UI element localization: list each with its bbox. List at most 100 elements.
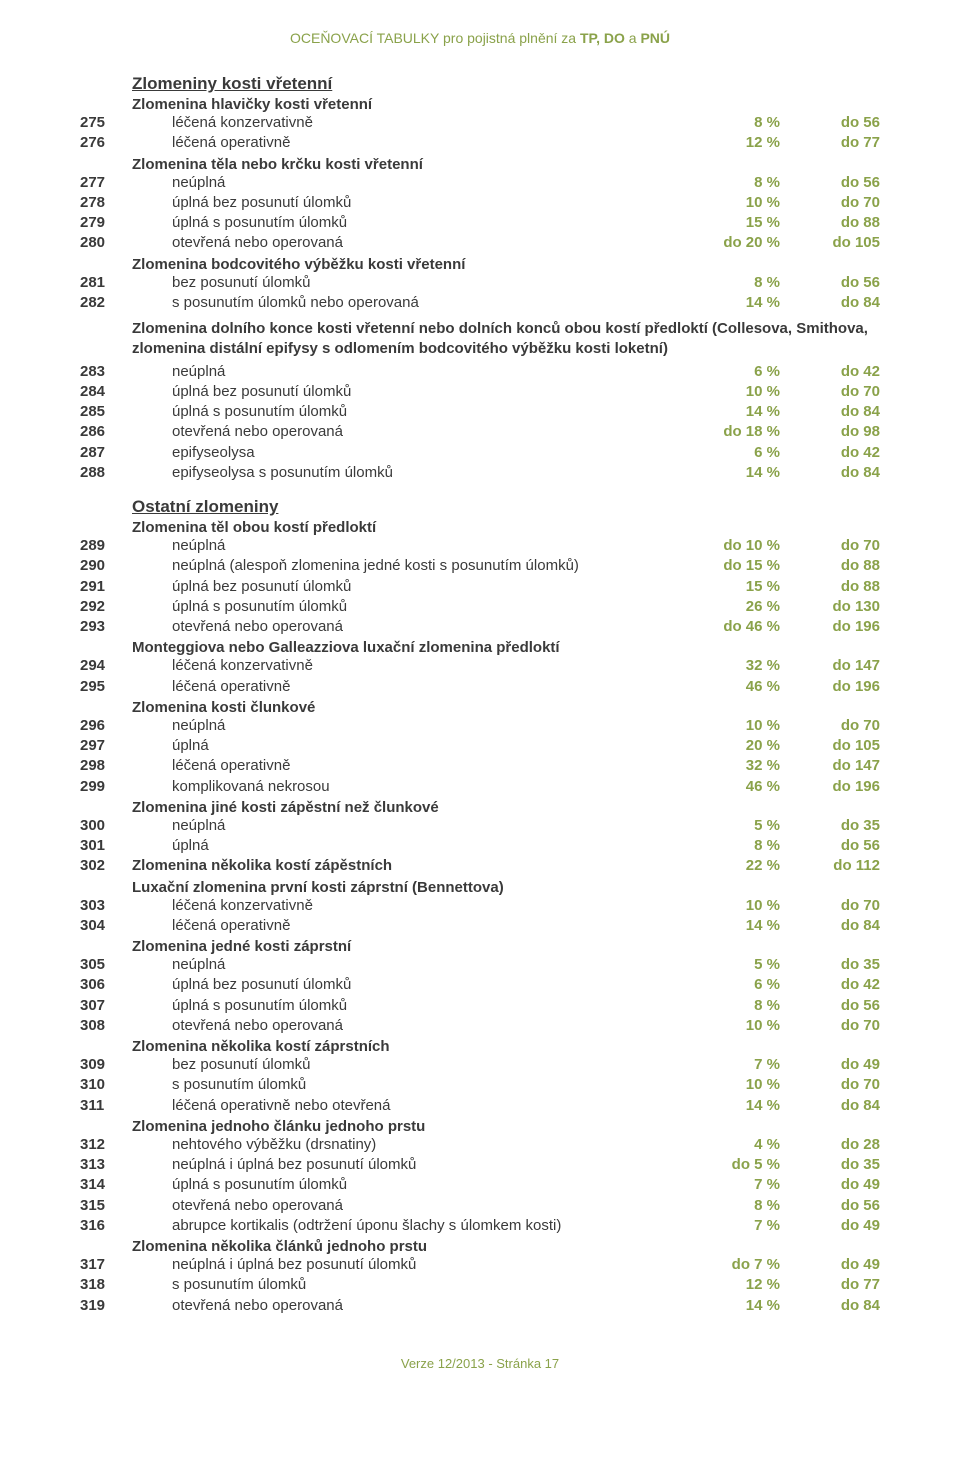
row-number: 314 <box>80 1175 132 1195</box>
table-row: 282s posunutím úlomků nebo operovaná14 %… <box>80 293 880 313</box>
row-number: 309 <box>80 1055 132 1075</box>
row-description: neúplná <box>132 816 680 836</box>
table-row: 283neúplná6 %do 42 <box>80 362 880 382</box>
row-percent: 5 % <box>680 955 780 975</box>
row-description: léčená konzervativně <box>132 113 680 133</box>
row-number: 318 <box>80 1275 132 1295</box>
subsection-header: Zlomenina několika článků jednoho prstu <box>80 1238 880 1255</box>
row-description: otevřená nebo operovaná <box>132 1196 680 1216</box>
row-percent: do 10 % <box>680 536 780 556</box>
row-days: do 56 <box>780 273 880 293</box>
row-percent: 8 % <box>680 113 780 133</box>
row-description: neúplná <box>132 536 680 556</box>
row-description: léčená operativně <box>132 133 680 153</box>
row-number: 279 <box>80 213 132 233</box>
table-row: 295léčená operativně46 %do 196 <box>80 677 880 697</box>
row-percent: do 46 % <box>680 617 780 637</box>
row-description: úplná s posunutím úlomků <box>132 213 680 233</box>
row-days: do 42 <box>780 362 880 382</box>
table-row: 276léčená operativně12 %do 77 <box>80 133 880 153</box>
row-number: 288 <box>80 463 132 483</box>
row-number: 313 <box>80 1155 132 1175</box>
row-percent: 12 % <box>680 133 780 153</box>
row-days: do 70 <box>780 193 880 213</box>
row-description: neúplná <box>132 716 680 736</box>
table-row: 314úplná s posunutím úlomků7 %do 49 <box>80 1175 880 1195</box>
table-row: 302Zlomenina několika kostí zápěstních22… <box>80 856 880 876</box>
row-days: do 88 <box>780 556 880 576</box>
row-description: neúplná i úplná bez posunutí úlomků <box>132 1155 680 1175</box>
row-percent: 15 % <box>680 577 780 597</box>
row-number: 311 <box>80 1096 132 1116</box>
table-row: 288epifyseolysa s posunutím úlomků14 %do… <box>80 463 880 483</box>
row-description: neúplná <box>132 955 680 975</box>
table-row: 279úplná s posunutím úlomků15 %do 88 <box>80 213 880 233</box>
row-description: nehtového výběžku (drsnatiny) <box>132 1135 680 1155</box>
row-days: do 70 <box>780 716 880 736</box>
header-bold1: TP, DO <box>580 30 625 46</box>
row-number: 280 <box>80 233 132 253</box>
table-row: 280otevřená nebo operovanádo 20 %do 105 <box>80 233 880 253</box>
subsection-header: Zlomenina hlavičky kosti vřetenní <box>80 96 880 113</box>
row-percent: 32 % <box>680 656 780 676</box>
table-row: 291úplná bez posunutí úlomků15 %do 88 <box>80 577 880 597</box>
row-number: 301 <box>80 836 132 856</box>
table-row: 299komplikovaná nekrosou46 %do 196 <box>80 777 880 797</box>
row-percent: 8 % <box>680 273 780 293</box>
row-days: do 70 <box>780 382 880 402</box>
subsection-header: Zlomenina jiné kosti zápěstní než člunko… <box>80 799 880 816</box>
table-row: 296neúplná10 %do 70 <box>80 716 880 736</box>
row-days: do 70 <box>780 1075 880 1095</box>
row-days: do 105 <box>780 736 880 756</box>
row-description: epifyseolysa <box>132 443 680 463</box>
row-percent: 7 % <box>680 1055 780 1075</box>
table-row: 317neúplná i úplná bez posunutí úlomkůdo… <box>80 1255 880 1275</box>
subsection-header: Zlomenina několika kostí záprstních <box>80 1038 880 1055</box>
row-days: do 49 <box>780 1175 880 1195</box>
table-row: 319otevřená nebo operovaná14 %do 84 <box>80 1296 880 1316</box>
table-row: 306úplná bez posunutí úlomků6 %do 42 <box>80 975 880 995</box>
table-row: 308otevřená nebo operovaná10 %do 70 <box>80 1016 880 1036</box>
table-row: 293otevřená nebo operovanádo 46 %do 196 <box>80 617 880 637</box>
row-percent: 4 % <box>680 1135 780 1155</box>
row-description: otevřená nebo operovaná <box>132 1016 680 1036</box>
row-days: do 84 <box>780 1096 880 1116</box>
subsection-header: Zlomenina jednoho článku jednoho prstu <box>80 1118 880 1135</box>
row-percent: 10 % <box>680 716 780 736</box>
row-percent: 32 % <box>680 756 780 776</box>
row-number: 275 <box>80 113 132 133</box>
row-number: 290 <box>80 556 132 576</box>
row-percent: 20 % <box>680 736 780 756</box>
row-percent: 10 % <box>680 896 780 916</box>
row-days: do 56 <box>780 836 880 856</box>
table-row: 300neúplná5 %do 35 <box>80 816 880 836</box>
row-number: 289 <box>80 536 132 556</box>
subsection-header: Zlomenina kosti člunkové <box>80 699 880 716</box>
row-days: do 147 <box>780 756 880 776</box>
row-number: 285 <box>80 402 132 422</box>
row-percent: 10 % <box>680 193 780 213</box>
row-description: otevřená nebo operovaná <box>132 422 680 442</box>
row-days: do 147 <box>780 656 880 676</box>
row-days: do 56 <box>780 996 880 1016</box>
row-percent: 7 % <box>680 1216 780 1236</box>
section-title: Ostatní zlomeniny <box>80 497 880 517</box>
subsection-header: Zlomenina bodcovitého výběžku kosti vřet… <box>80 256 880 273</box>
row-percent: 14 % <box>680 1296 780 1316</box>
table-row: 298léčená operativně32 %do 147 <box>80 756 880 776</box>
row-days: do 70 <box>780 1016 880 1036</box>
table-row: 286otevřená nebo operovanádo 18 %do 98 <box>80 422 880 442</box>
row-days: do 77 <box>780 133 880 153</box>
row-number: 304 <box>80 916 132 936</box>
row-number: 315 <box>80 1196 132 1216</box>
table-row: 277neúplná8 %do 56 <box>80 173 880 193</box>
row-days: do 130 <box>780 597 880 617</box>
row-days: do 42 <box>780 975 880 995</box>
row-description: s posunutím úlomků nebo operovaná <box>132 293 680 313</box>
row-percent: do 20 % <box>680 233 780 253</box>
row-percent: 8 % <box>680 1196 780 1216</box>
row-description: neúplná <box>132 173 680 193</box>
row-percent: 6 % <box>680 443 780 463</box>
row-percent: 46 % <box>680 777 780 797</box>
table-row: 284úplná bez posunutí úlomků10 %do 70 <box>80 382 880 402</box>
